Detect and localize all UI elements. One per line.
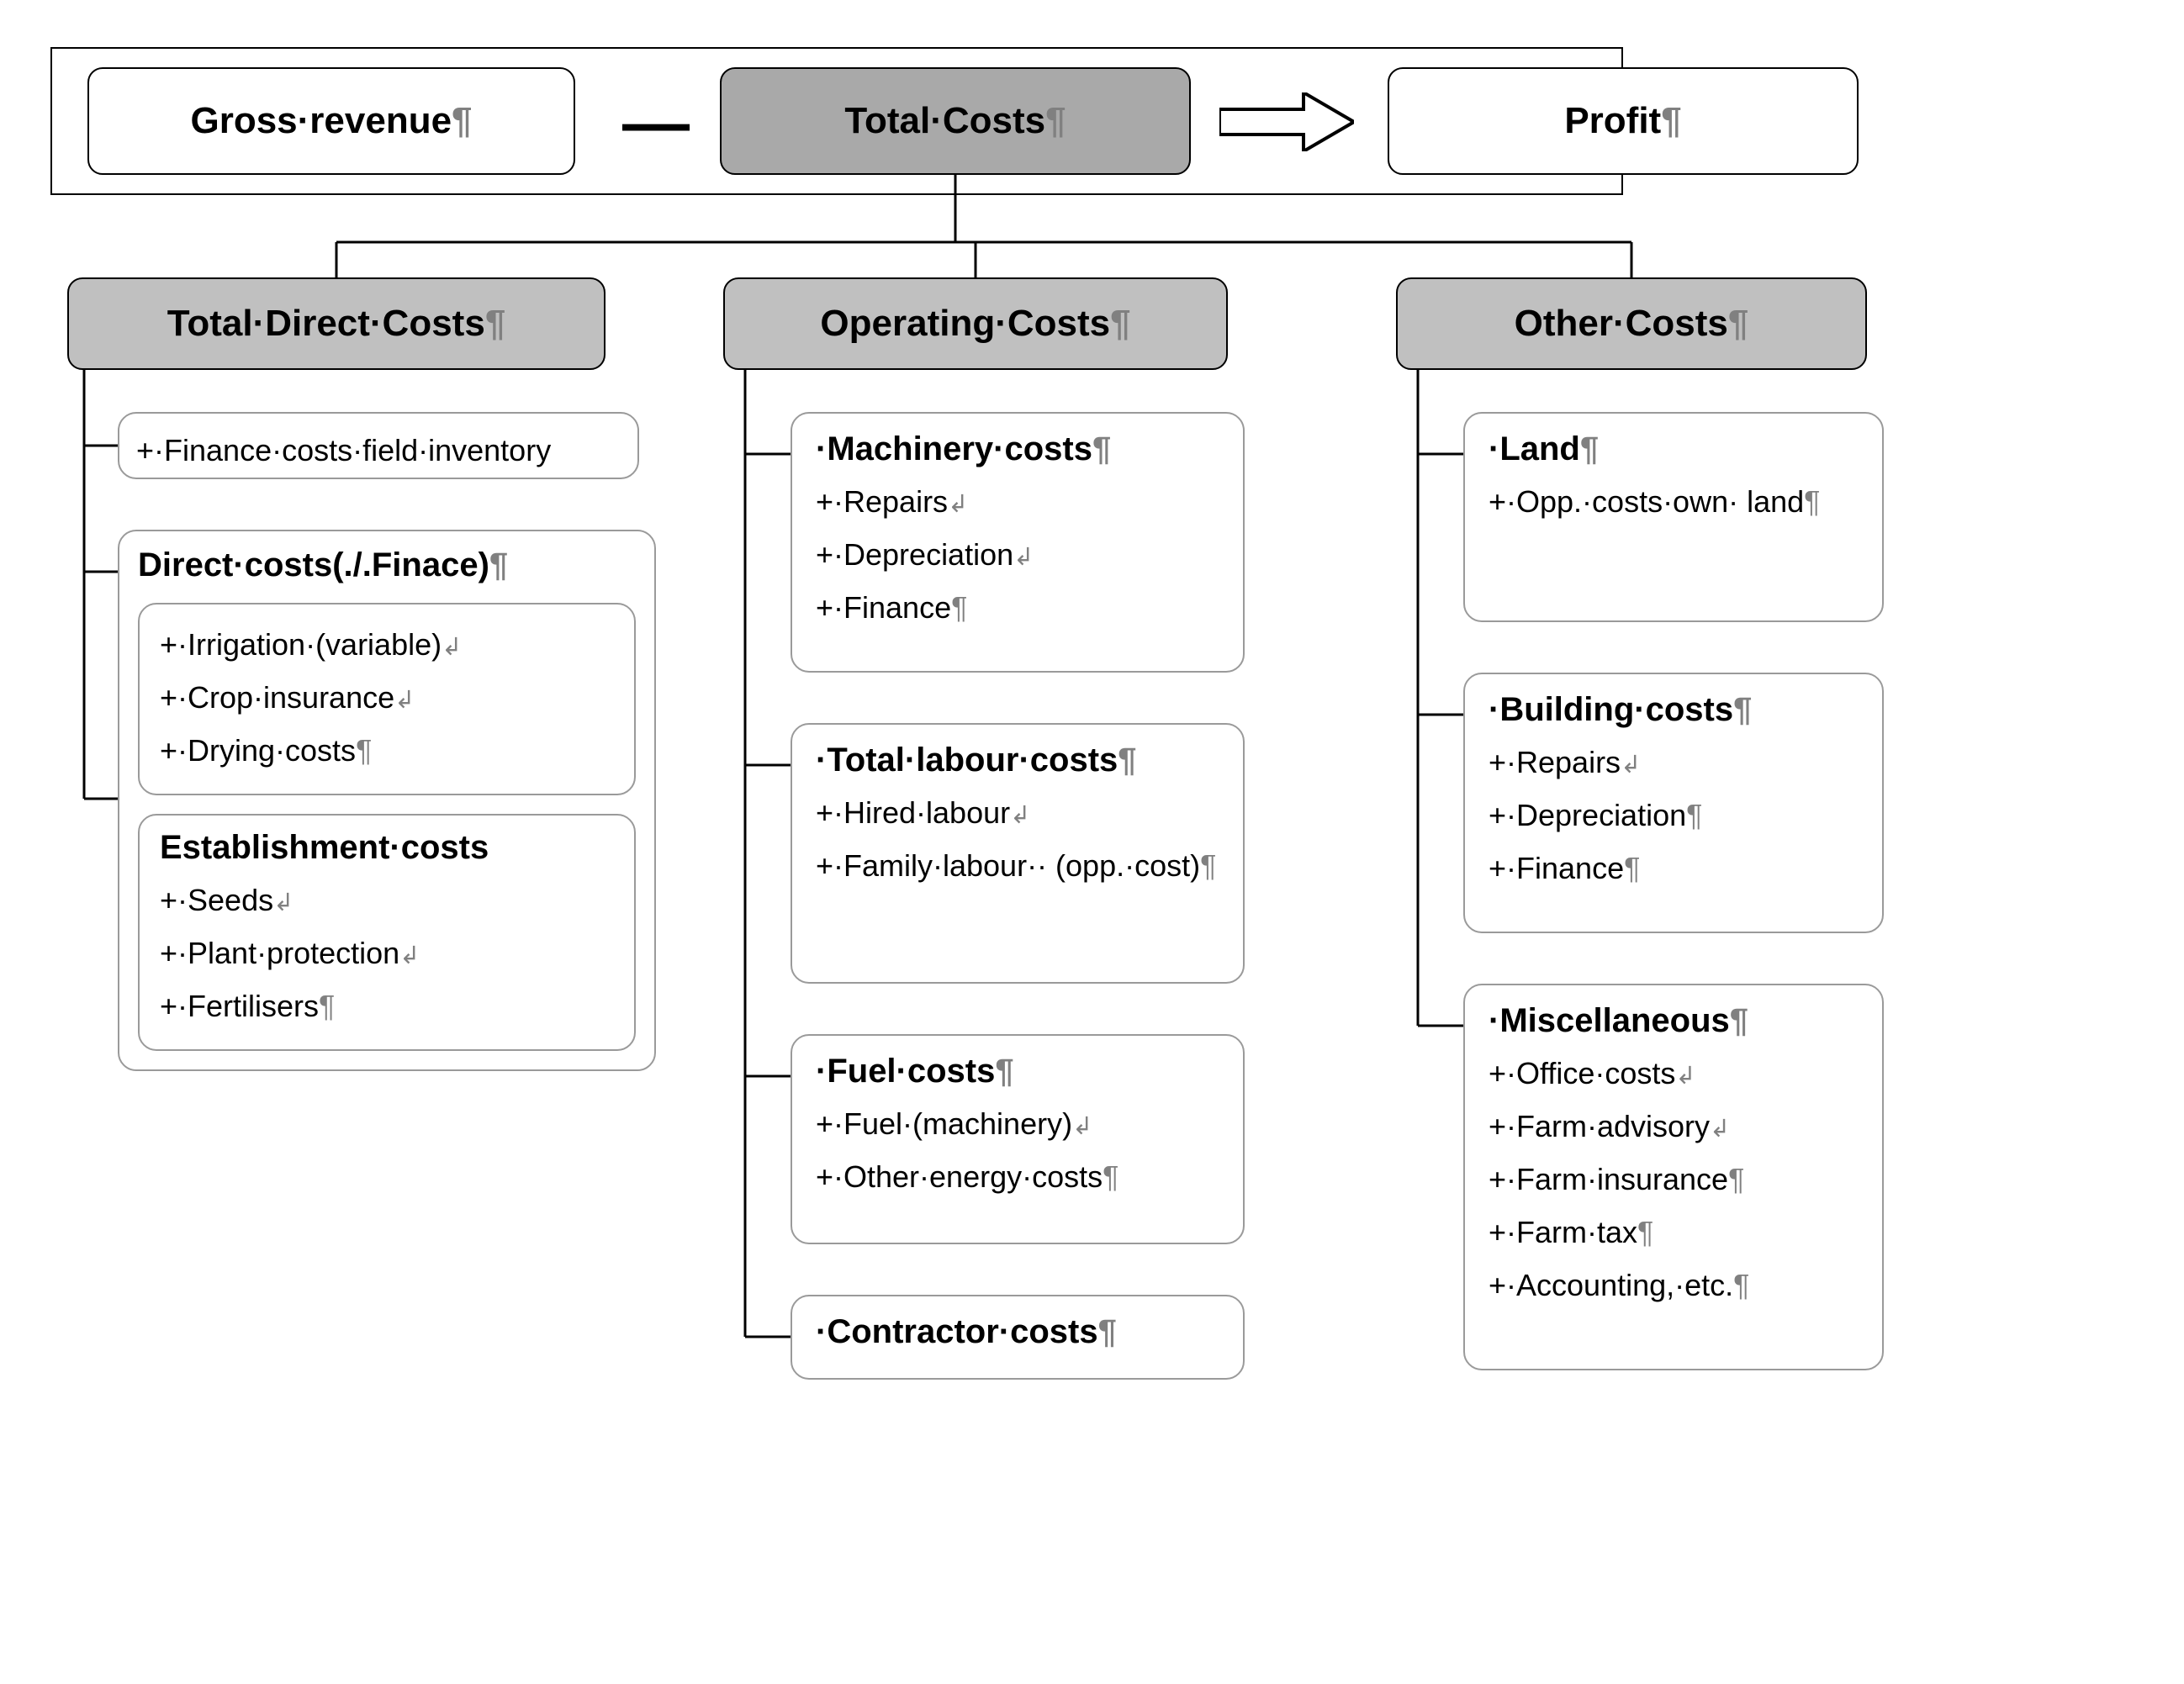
arrow-icon xyxy=(1219,92,1354,151)
operating-card-3: ·Contractor·costs¶ xyxy=(791,1295,1245,1380)
other-card-1: ·Building·costs¶ +·Repairs↲+·Depreciation… xyxy=(1463,673,1884,933)
profit-box: Profit¶ xyxy=(1388,67,1859,175)
card-title: ·Total·labour·costs¶ xyxy=(816,742,1219,779)
card-item: +·Repairs↲ xyxy=(1489,736,1859,789)
direct-wrap-card: Direct·costs(./.Finace)¶ +·Irrigation·(va… xyxy=(118,530,656,1071)
inner-card: Establishment·costs +·Seeds↲+·Plant·prote… xyxy=(138,814,636,1051)
card-item: +·Finance·costs·field·inventory xyxy=(136,424,621,477)
card-item: +·Hired·labour↲ xyxy=(816,786,1219,839)
profit-label: Profit¶ xyxy=(1564,100,1681,142)
card-item: +·Other·energy·costs¶ xyxy=(816,1150,1219,1203)
card-item: +·Fertilisers¶ xyxy=(160,979,614,1032)
card-item: +·Accounting,·etc.¶ xyxy=(1489,1259,1859,1312)
card-item: +·Seeds↲ xyxy=(160,874,614,926)
card-item: +·Drying·costs¶ xyxy=(160,724,614,777)
operating-card-1: ·Total·labour·costs¶ +·Hired·labour↲+·Fam… xyxy=(791,723,1245,984)
direct-costs-header: Total·Direct·Costs¶ xyxy=(67,277,605,370)
inner-card: +·Irrigation·(variable)↲+·Crop·insurance… xyxy=(138,603,636,795)
card-title: ·Miscellaneous¶ xyxy=(1489,1002,1859,1040)
card-item: +·Depreciation↲ xyxy=(816,528,1219,581)
gross-revenue-label: Gross·revenue¶ xyxy=(190,100,472,142)
card-item: +·Finance¶ xyxy=(1489,842,1859,895)
other-costs-header: Other·Costs¶ xyxy=(1396,277,1867,370)
direct-card-0: +·Finance·costs·field·inventory xyxy=(118,412,639,479)
card-item: +·Farm·insurance¶ xyxy=(1489,1153,1859,1206)
card-title: Establishment·costs xyxy=(160,829,614,867)
card-title: ·Land¶ xyxy=(1489,430,1859,468)
cost-hierarchy-diagram: Gross·revenue¶ — Total·Costs¶ Profit¶ To… xyxy=(34,34,2150,1650)
card-item: +·Plant·protection↲ xyxy=(160,926,614,979)
card-title: ·Fuel·costs¶ xyxy=(816,1053,1219,1090)
operating-costs-header: Operating·Costs¶ xyxy=(723,277,1228,370)
card-item: +·Office·costs↲ xyxy=(1489,1047,1859,1100)
total-costs-label: Total·Costs¶ xyxy=(844,100,1066,142)
card-title: Direct·costs(./.Finace)¶ xyxy=(138,546,636,584)
card-item: +·Irrigation·(variable)↲ xyxy=(160,618,614,671)
card-item: +·Family·labour·· (opp.·cost)¶ xyxy=(816,839,1219,892)
card-item: +·Farm·advisory↲ xyxy=(1489,1100,1859,1153)
card-item: +·Finance¶ xyxy=(816,581,1219,634)
card-item: +·Repairs↲ xyxy=(816,475,1219,528)
card-title: ·Building·costs¶ xyxy=(1489,691,1859,729)
operating-card-0: ·Machinery·costs¶ +·Repairs↲+·Depreciatio… xyxy=(791,412,1245,673)
other-card-2: ·Miscellaneous¶ +·Office·costs↲+·Farm·adv… xyxy=(1463,984,1884,1370)
card-item: +·Depreciation¶ xyxy=(1489,789,1859,842)
total-costs-box: Total·Costs¶ xyxy=(720,67,1191,175)
card-item: +·Fuel·(machinery)↲ xyxy=(816,1097,1219,1150)
card-title: ·Machinery·costs¶ xyxy=(816,430,1219,468)
card-item: +·Farm·tax¶ xyxy=(1489,1206,1859,1259)
operating-costs-header-label: Operating·Costs¶ xyxy=(820,303,1130,345)
card-title: ·Contractor·costs¶ xyxy=(816,1313,1219,1351)
minus-sign: — xyxy=(622,89,690,156)
gross-revenue-box: Gross·revenue¶ xyxy=(87,67,575,175)
card-item: +·Crop·insurance↲ xyxy=(160,671,614,724)
operating-card-2: ·Fuel·costs¶ +·Fuel·(machinery)↲+·Other·e… xyxy=(791,1034,1245,1244)
card-item: +·Opp.·costs·own· land¶ xyxy=(1489,475,1859,528)
other-card-0: ·Land¶ +·Opp.·costs·own· land¶ xyxy=(1463,412,1884,622)
direct-costs-header-label: Total·Direct·Costs¶ xyxy=(167,303,506,345)
other-costs-header-label: Other·Costs¶ xyxy=(1515,303,1749,345)
